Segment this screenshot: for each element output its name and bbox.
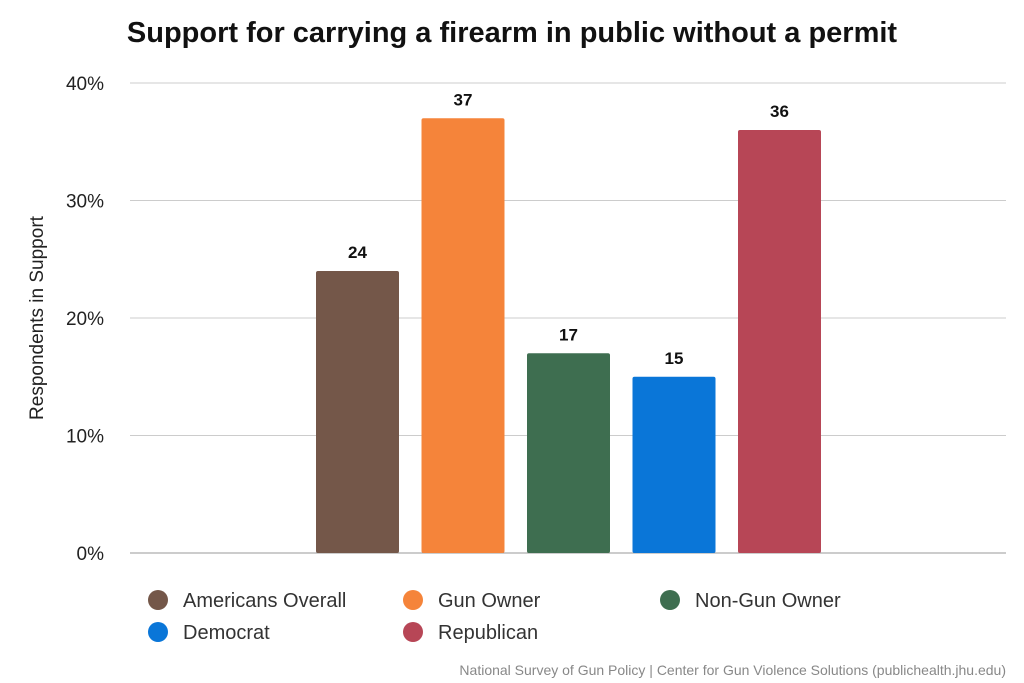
data-label: 15	[665, 349, 684, 368]
bar-democrat	[632, 376, 716, 553]
data-label: 37	[454, 90, 473, 109]
y-axis-label: Respondents in Support	[27, 215, 48, 420]
y-tick-label: 30%	[66, 192, 104, 213]
source-note: National Survey of Gun Policy | Center f…	[459, 662, 1006, 678]
legend-label: Non-Gun Owner	[695, 590, 841, 612]
bar-non-gun-owner	[527, 353, 610, 553]
y-tick-label: 0%	[77, 544, 105, 565]
y-tick-label: 10%	[66, 427, 104, 448]
legend-swatch	[148, 590, 168, 610]
legend-item: Americans Overall	[148, 590, 346, 612]
legend-item: Non-Gun Owner	[660, 590, 841, 612]
legend-swatch	[403, 622, 423, 642]
legend-label: Democrat	[183, 622, 270, 644]
bar-americans-overall	[316, 271, 399, 553]
bar-gun-owner	[421, 118, 505, 553]
legend-item: Democrat	[148, 622, 270, 644]
legend-item: Gun Owner	[403, 590, 541, 612]
legend-swatch	[148, 622, 168, 642]
data-label: 36	[770, 102, 789, 121]
legend-label: Americans Overall	[183, 590, 346, 612]
legend-item: Republican	[403, 622, 538, 644]
data-label: 24	[348, 243, 367, 262]
legend-label: Gun Owner	[438, 590, 541, 612]
bar-republican	[738, 130, 821, 553]
y-tick-label: 40%	[66, 74, 104, 95]
legend-swatch	[403, 590, 423, 610]
legend-label: Republican	[438, 622, 538, 644]
chart-title: Support for carrying a firearm in public…	[127, 17, 898, 49]
data-label: 17	[559, 325, 578, 344]
legend-swatch	[660, 590, 680, 610]
y-tick-label: 20%	[66, 309, 104, 330]
